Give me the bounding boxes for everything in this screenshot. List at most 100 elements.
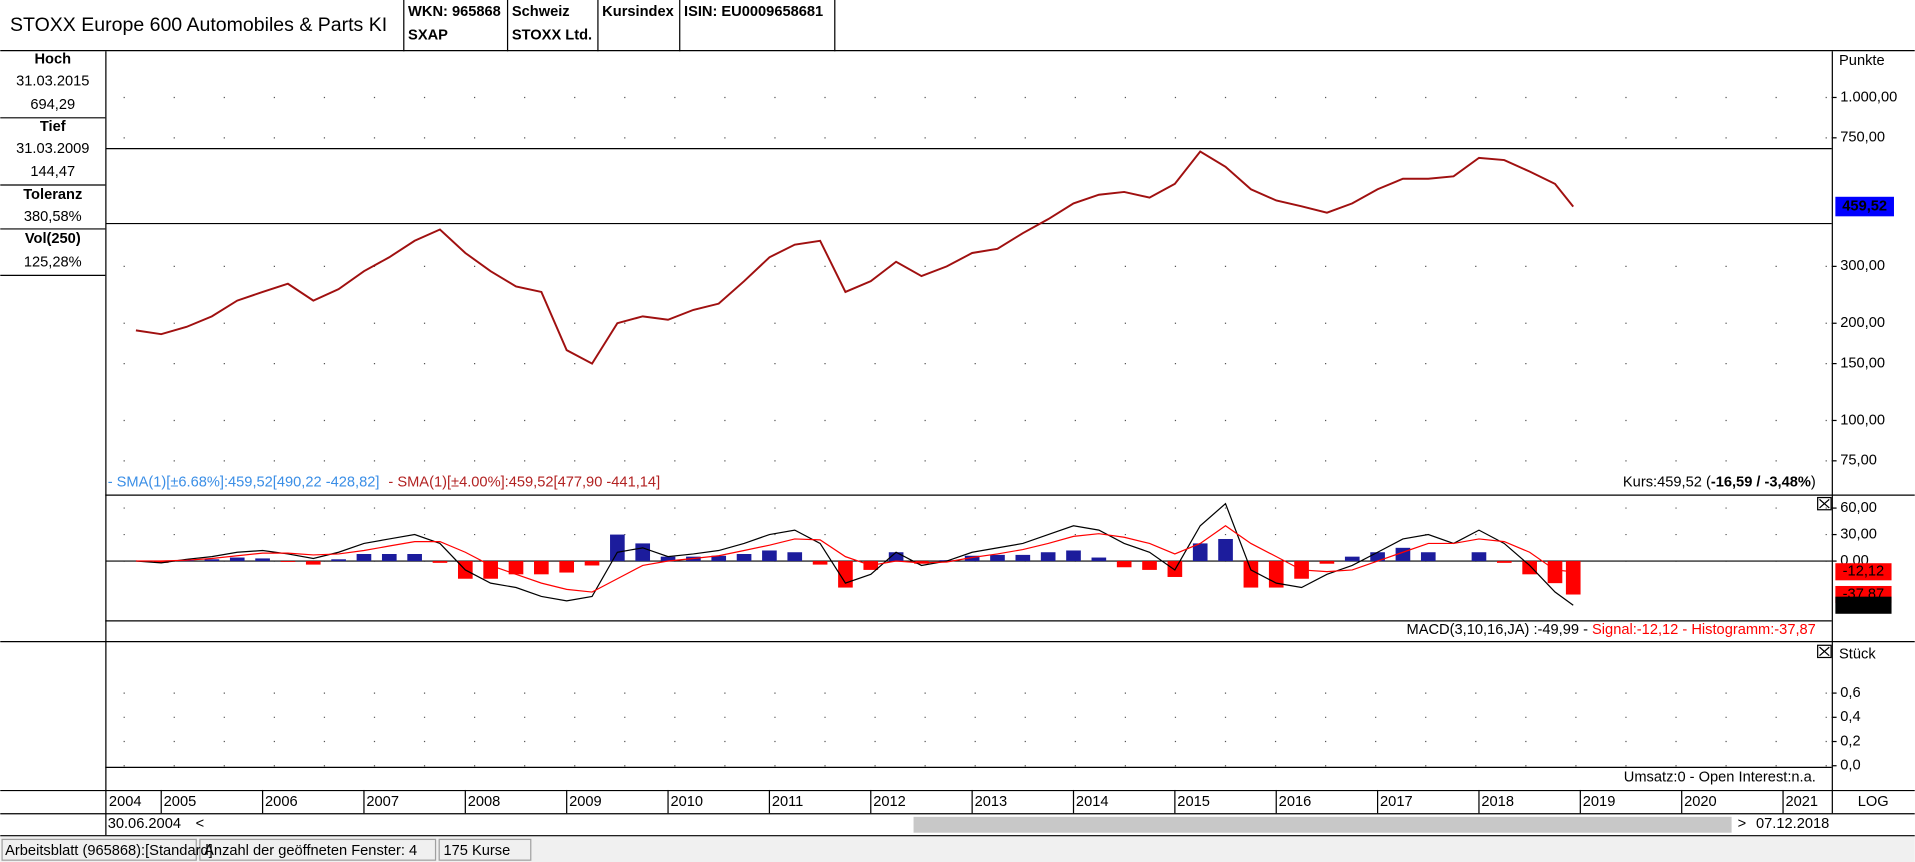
histogram-bar	[483, 561, 498, 579]
legend-entry: - SMA(1)[±4.00%]:459,52[477,90 -441,14]	[388, 474, 660, 490]
histogram-bar	[762, 550, 777, 562]
close-cross[interactable]	[1819, 646, 1830, 657]
histogram-bar	[964, 555, 980, 562]
legend-entry: MACD(3,10,16,JA) :-49,99 -	[1407, 622, 1589, 638]
histogram-bar	[1420, 552, 1436, 562]
legend-entry: Histogramm:-37,87	[1687, 622, 1816, 638]
scale-label[interactable]: LOG	[1858, 794, 1889, 810]
x-tick-label: 2011	[772, 794, 803, 810]
header-bg	[0, 0, 1915, 52]
sidebar-label: Tief	[40, 119, 66, 135]
quote-suffix: )	[1811, 474, 1816, 490]
quote: Kurs:459,52 (-16,59 / -3,48%)	[1623, 474, 1816, 490]
quote-change: -16,59 / -3,48%	[1711, 474, 1811, 490]
histogram-bar	[1370, 552, 1385, 562]
close-box[interactable]	[1817, 496, 1832, 511]
isin: ISIN: EU0009658681	[684, 4, 823, 20]
x-tick-label: 2012	[873, 794, 906, 810]
x-tick-label: 2008	[468, 794, 501, 810]
histogram-bar	[229, 557, 245, 562]
histogram-bar	[305, 561, 321, 565]
y-tick-label: 0,0	[1840, 758, 1860, 774]
close-button[interactable]	[1817, 496, 1832, 511]
status-cell	[1, 838, 197, 861]
x-tick-label: 2021	[1785, 794, 1818, 810]
x-tick-label: 2009	[569, 794, 602, 810]
y-tick-label: 300,00	[1840, 258, 1885, 274]
histogram-bar	[1066, 550, 1081, 562]
symbol: SXAP	[408, 27, 448, 43]
histogram-bar	[407, 554, 422, 562]
axis-label: Stück	[1839, 646, 1876, 662]
status-text: 175 Kurse	[443, 843, 510, 859]
x-tick-label: 2007	[366, 794, 399, 810]
x-tick-label: 2020	[1684, 794, 1717, 810]
histogram-bar	[559, 561, 575, 573]
histogram-bar	[1040, 552, 1056, 562]
value-box-label: -12,12	[1843, 564, 1885, 580]
sidebar-label: Hoch	[34, 52, 71, 68]
price-legend: - SMA(1)[±6.68%]:459,52[490,22 -428,82] …	[108, 474, 660, 490]
sidebar-value: 125,28%	[24, 254, 82, 270]
sidebar-label: Vol(250)	[25, 231, 81, 247]
wkn: WKN: 965868	[408, 4, 501, 20]
y-tick-label: 1.000,00	[1840, 89, 1897, 105]
histogram-bar	[1344, 556, 1360, 562]
scroll-left[interactable]: <	[196, 816, 205, 832]
histogram-bar	[1142, 561, 1157, 570]
macd-line	[135, 502, 1574, 606]
volume-legend: Umsatz:0 - Open Interest:n.a.	[1624, 770, 1816, 786]
histogram-bar	[838, 561, 853, 588]
kind: Kursindex	[602, 4, 674, 20]
y-tick-label: 200,00	[1840, 315, 1885, 331]
legend-entry: Signal:-12,12 -	[1588, 622, 1687, 638]
y-tick-label: 0,4	[1840, 709, 1860, 725]
macd-line	[135, 525, 1574, 593]
x-tick-label: 2017	[1380, 794, 1413, 810]
histogram-bar	[1319, 561, 1335, 564]
histogram-bar	[635, 543, 651, 562]
close-button[interactable]	[1817, 644, 1832, 659]
x-tick-label: 2005	[164, 794, 197, 810]
histogram-bar	[990, 554, 1005, 562]
histogram-bar	[610, 534, 625, 562]
x-tick-label: 2016	[1279, 794, 1312, 810]
histogram-bar	[153, 561, 169, 563]
histogram-bar	[255, 558, 270, 562]
histogram-bar	[1091, 557, 1107, 562]
x-tick-label: 2010	[670, 794, 703, 810]
status-bar	[0, 836, 1915, 862]
x-tick-label: 2006	[265, 794, 298, 810]
histogram-bar	[584, 561, 600, 566]
y-tick-label: 750,00	[1840, 130, 1885, 146]
histogram-bar	[660, 556, 676, 562]
histogram-bar	[711, 555, 727, 562]
histogram-bar	[432, 561, 448, 563]
status-cell	[199, 838, 437, 861]
y-tick-label: 100,00	[1840, 412, 1885, 428]
sidebar-date: 31.03.2009	[16, 141, 89, 157]
macd-legend: MACD(3,10,16,JA) :-49,99 - Signal:-12,12…	[1407, 622, 1816, 638]
histogram-bar	[280, 561, 296, 562]
sidebar-value: 380,58%	[24, 209, 82, 225]
scroll-right[interactable]: >	[1738, 816, 1747, 832]
histogram-bar	[1522, 561, 1537, 575]
histogram-bar	[787, 552, 803, 562]
instrument-title: STOXX Europe 600 Automobiles & Parts KI	[10, 14, 387, 36]
histogram-bar	[1015, 554, 1031, 562]
status-text: Arbeitsblatt (965868):[Standard]	[5, 843, 213, 859]
scrollbar-thumb[interactable]	[913, 816, 1732, 833]
value-box	[1835, 596, 1892, 614]
last-price-box	[1835, 196, 1894, 217]
status-cell	[438, 838, 532, 861]
histogram-bar	[736, 554, 752, 562]
sidebar-label: Toleranz	[23, 187, 82, 203]
y-tick-label: 30,00	[1840, 526, 1877, 542]
close-cross[interactable]	[1819, 498, 1830, 509]
close-box[interactable]	[1817, 644, 1832, 659]
histogram-bar	[812, 561, 828, 565]
quote-prefix: Kurs:459,52 (	[1623, 474, 1711, 490]
x-tick-label: 2018	[1481, 794, 1514, 810]
value-box	[1835, 563, 1892, 581]
